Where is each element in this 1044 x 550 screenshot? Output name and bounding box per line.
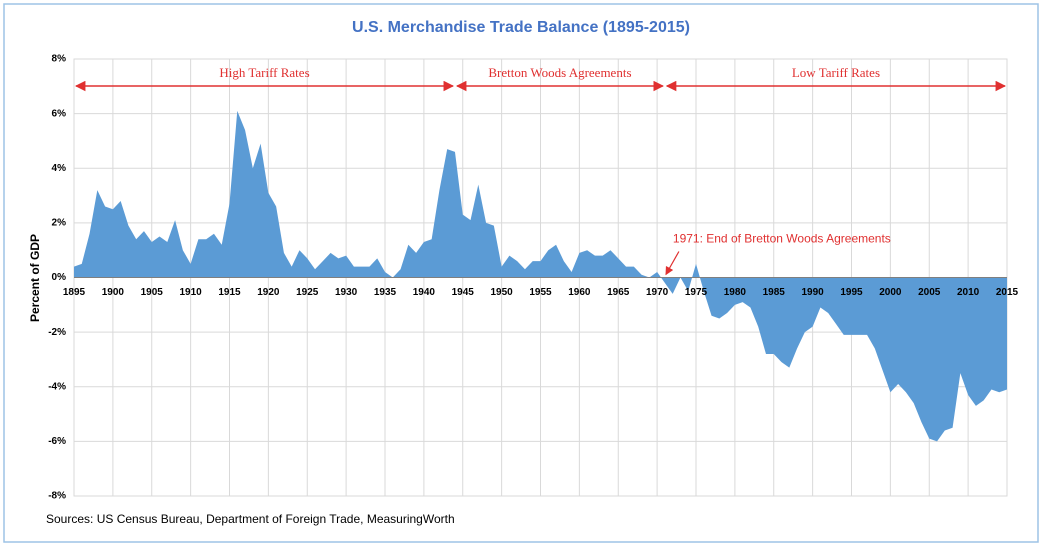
y-axis-label: Percent of GDP	[28, 234, 42, 322]
chart-title: U.S. Merchandise Trade Balance (1895-201…	[352, 19, 690, 36]
y-tick-label: -6%	[48, 436, 66, 447]
callout-label: 1971: End of Bretton Woods Agreements	[673, 232, 891, 246]
x-tick-label: 2010	[957, 287, 980, 298]
y-tick-label: -8%	[48, 491, 66, 502]
range-label: High Tariff Rates	[219, 65, 309, 80]
y-tick-label: -4%	[48, 381, 66, 392]
x-tick-label: 1920	[257, 287, 280, 298]
x-tick-label: 1900	[102, 287, 125, 298]
y-tick-label: 6%	[52, 108, 67, 119]
range-label: Bretton Woods Agreements	[488, 65, 631, 80]
area	[74, 110, 1007, 442]
callout-arrow	[665, 251, 680, 276]
x-tick-label: 1975	[685, 287, 708, 298]
y-tick-label: 2%	[52, 218, 67, 229]
x-tick-label: 1945	[452, 287, 475, 298]
x-tick-label: 1910	[180, 287, 203, 298]
x-tick-label: 1960	[568, 287, 591, 298]
y-tick-label: 8%	[52, 54, 67, 65]
y-tick-label: -2%	[48, 327, 66, 338]
x-tick-label: 1895	[63, 287, 86, 298]
x-tick-label: 1930	[335, 287, 358, 298]
x-tick-label: 1970	[646, 287, 669, 298]
y-tick-label: 0%	[52, 272, 67, 283]
x-tick-label: 1950	[491, 287, 514, 298]
x-tick-label: 1940	[413, 287, 436, 298]
x-tick-label: 1905	[141, 287, 164, 298]
x-tick-label: 1995	[840, 287, 863, 298]
x-tick-label: 1955	[529, 287, 552, 298]
x-tick-label: 1925	[296, 287, 319, 298]
x-tick-label: 1990	[802, 287, 825, 298]
x-tick-label: 1965	[607, 287, 630, 298]
x-tick-label: 2005	[918, 287, 941, 298]
x-tick-label: 2000	[879, 287, 902, 298]
x-tick-label: 2015	[996, 287, 1019, 298]
x-tick-label: 1935	[374, 287, 397, 298]
y-tick-label: 4%	[52, 163, 67, 174]
x-tick-label: 1915	[218, 287, 241, 298]
source-note: Sources: US Census Bureau, Department of…	[46, 512, 455, 526]
x-tick-label: 1980	[724, 287, 747, 298]
range-label: Low Tariff Rates	[792, 65, 880, 80]
x-tick-label: 1985	[763, 287, 786, 298]
